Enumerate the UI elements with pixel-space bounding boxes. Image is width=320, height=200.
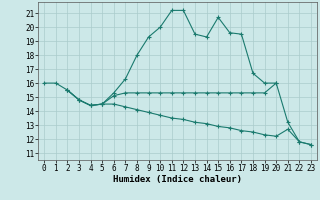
X-axis label: Humidex (Indice chaleur): Humidex (Indice chaleur) xyxy=(113,175,242,184)
